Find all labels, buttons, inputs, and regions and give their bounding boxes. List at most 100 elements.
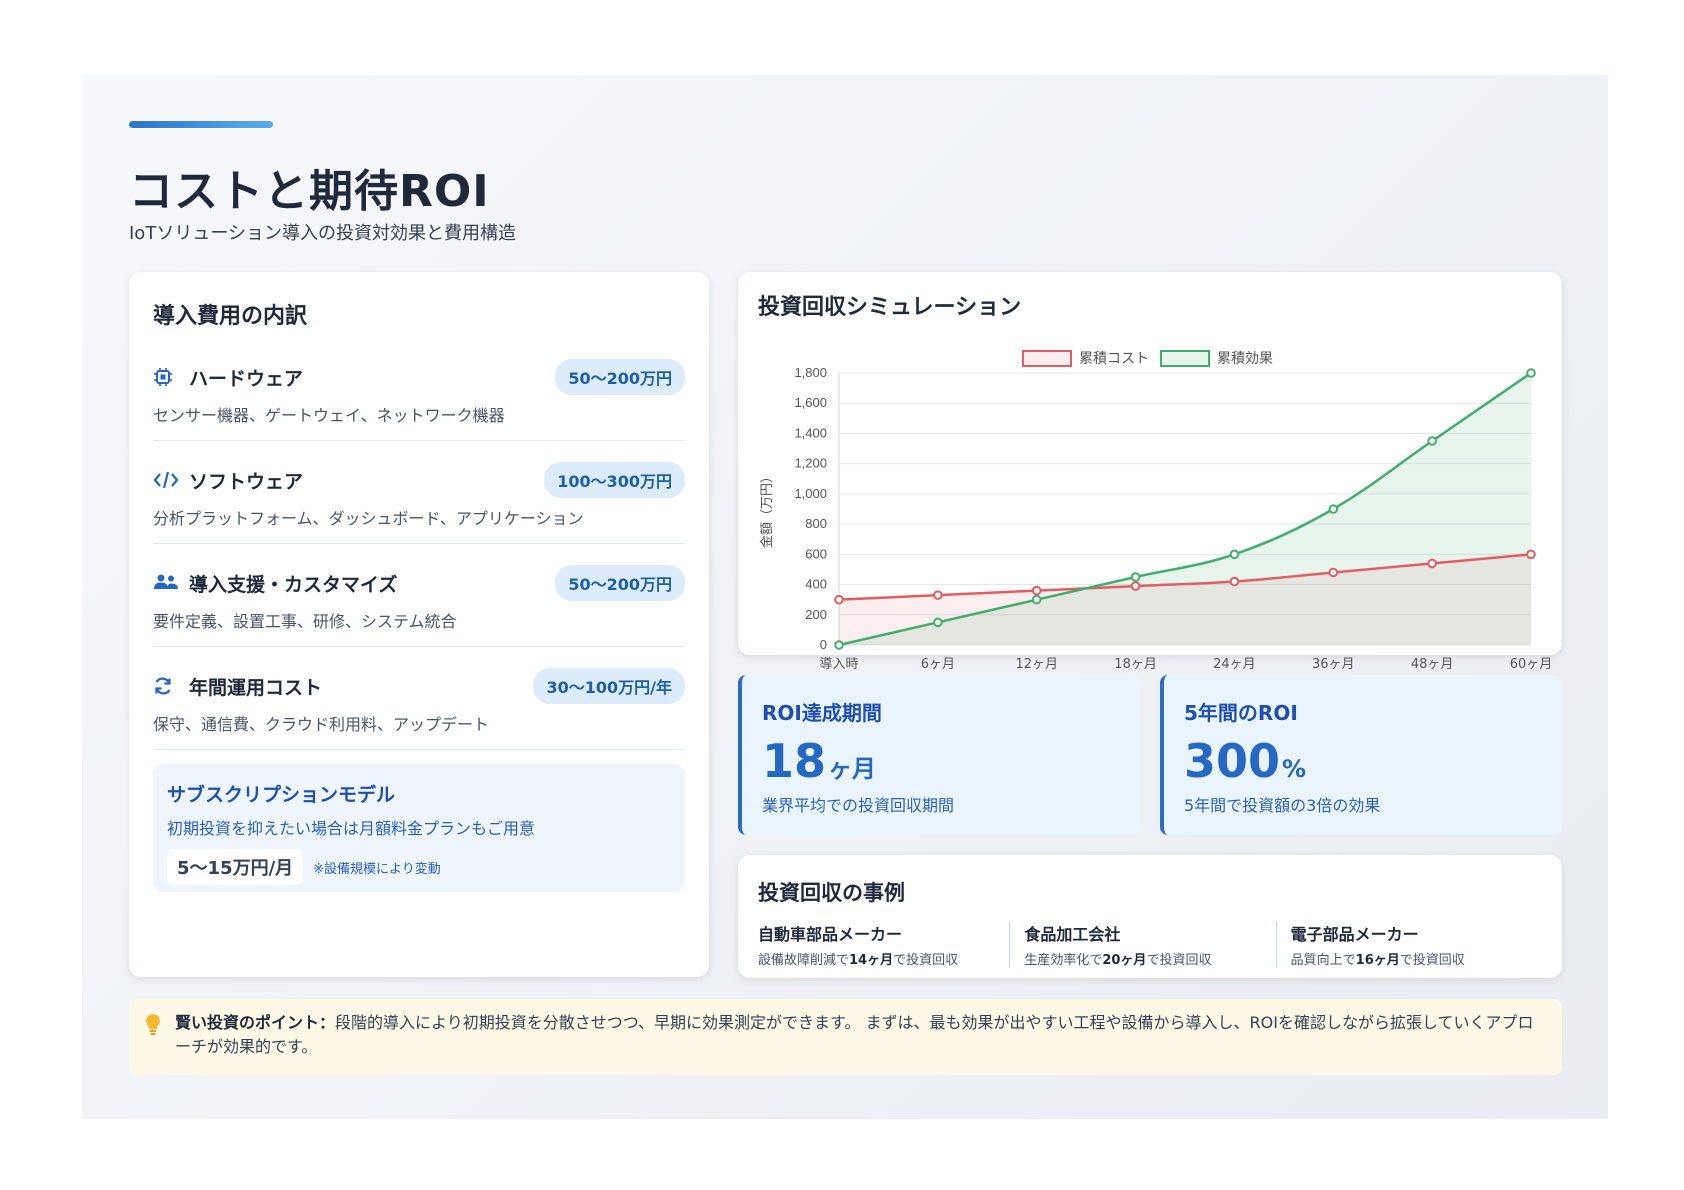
x-tick-label: 導入時 [819,657,858,672]
subscription-price: 5〜15万円/月 [167,849,304,885]
cost-item-desc: 分析プラットフォーム、ダッシュボード、アプリケーション [153,509,584,528]
cost-price-badge: 50〜200万円 [555,359,685,395]
cost-item-desc: センサー機器、ゲートウェイ、ネットワーク機器 [153,406,505,425]
series-line [838,371,1532,647]
data-point [834,640,844,650]
case-name: 食品加工会社 [1024,925,1121,944]
y-tick-label: 600 [805,546,827,561]
cost-price-badge: 100〜300万円 [544,462,685,498]
data-point [933,590,943,600]
data-point [1427,436,1437,446]
case-name: 自動車部品メーカー [758,925,903,944]
case-desc-post: で投資回収 [1399,953,1465,968]
cost-item-desc: 要件定義、設置工事、研修、システム統合 [153,612,457,631]
y-tick-label: 800 [805,516,827,531]
subscription-title: サブスクリプションモデル [167,784,396,806]
data-point [1031,585,1042,596]
kpi-desc: 業界平均での投資回収期間 [762,796,955,815]
x-tick-label: 48ヶ月 [1411,657,1454,672]
subscription-box: サブスクリプションモデル 初期投資を抑えたい場合は月額料金プランもご用意 5〜1… [153,764,685,892]
slide: コストと期待ROI IoTソリューション導入の投資対効果と費用構造 導入費用の内… [82,75,1608,1119]
y-axis-title: 金額（万円） [759,470,775,548]
cost-breakdown-title: 導入費用の内訳 [153,304,308,329]
investment-tip-box: 賢い投資のポイント：段階的導入により初期投資を分散させつつ、早期に効果測定ができ… [129,999,1562,1075]
users-icon [153,572,183,594]
chart-title: 投資回収シミュレーション [758,294,1021,320]
subscription-text: 初期投資を抑えたい場合は月額料金プランもご用意 [167,819,536,838]
case-item: 食品加工会社 生産効率化で20ヶ月で投資回収 [1009,921,1275,968]
series-area [839,373,1531,645]
data-point [1130,581,1141,591]
x-tick-label: 60ヶ月 [1510,657,1553,672]
kpi-value: 18 [762,734,827,788]
tip-label: 賢い投資のポイント： [175,1013,336,1032]
lightbulb-icon [143,1012,163,1036]
y-tick-label: 0 [820,637,827,652]
cost-item-name: ハードウェア [189,367,304,390]
cost-item-operation: 年間運用コスト 30〜100万円/年 保守、通信費、クラウド利用料、アップデート [153,661,685,750]
case-period: 14ヶ月 [849,953,894,968]
y-tick-label: 1,000 [794,486,827,501]
x-tick-label: 12ヶ月 [1015,657,1058,672]
cost-item-software: ソフトウェア 100〜300万円 分析プラットフォーム、ダッシュボード、アプリケ… [153,455,685,544]
case-period: 20ヶ月 [1102,953,1147,968]
roi-cases-card: 投資回収の事例 自動車部品メーカー 設備故障削減で14ヶ月で投資回収 食品加工会… [738,855,1562,978]
data-point [1130,572,1141,582]
series-line [838,553,1532,601]
data-point [1229,576,1240,587]
case-desc-post: で投資回収 [1146,953,1212,968]
case-desc-pre: 品質向上で [1290,953,1356,968]
cost-item-support: 導入支援・カスタマイズ 50〜200万円 要件定義、設置工事、研修、システム統合 [153,558,685,647]
subscription-note: ※設備規模により変動 [313,861,441,877]
data-point [1031,594,1042,605]
kpi-roi-5-year: 5年間のROI 300% 5年間で投資額の3倍の効果 [1160,675,1562,835]
cost-item-desc: 保守、通信費、クラウド利用料、アップデート [153,715,490,734]
page-title: コストと期待ROI [129,166,490,217]
legend-label: 累積コスト [1079,351,1149,367]
cases-title: 投資回収の事例 [758,881,905,905]
kpi-roi-period: ROI達成期間 18ヶ月 業界平均での投資回収期間 [738,675,1140,835]
kpi-unit: % [1282,755,1307,783]
data-point [1526,549,1536,560]
case-desc-pre: 生産効率化で [1024,953,1103,968]
legend-swatch [1022,350,1072,367]
cost-price-badge: 50〜200万円 [555,565,685,601]
refresh-icon [153,675,183,697]
y-tick-label: 400 [805,577,827,592]
page-subtitle: IoTソリューション導入の投資対効果と費用構造 [129,223,516,244]
roi-chart-card: 投資回収シミュレーション 0 200 400 600 800 1,000 1,200 1,400… [738,272,1562,672]
code-icon [153,469,183,491]
kpi-desc: 5年間で投資額の3倍の効果 [1184,796,1381,815]
cost-item-hardware: ハードウェア 50〜200万円 センサー機器、ゲートウェイ、ネットワーク機器 [153,352,685,441]
series-area [839,554,1531,645]
case-item: 電子部品メーカー 品質向上で16ヶ月で投資回収 [1275,921,1542,968]
y-tick-label: 200 [805,607,827,622]
chip-icon [153,366,183,388]
data-point [1427,558,1437,569]
case-desc-pre: 設備故障削減で [758,953,850,968]
case-item: 自動車部品メーカー 設備故障削減で14ヶ月で投資回収 [758,921,1009,968]
legend-swatch [1160,350,1210,367]
kpi-label: 5年間のROI [1184,701,1298,725]
cost-item-name: ソフトウェア [189,470,304,493]
cost-item-name: 年間運用コスト [189,676,323,699]
data-point [834,594,844,605]
data-point [1229,549,1240,560]
tip-text: 段階的導入により初期投資を分散させつつ、早期に効果測定ができます。 まずは、最も… [175,1013,1534,1056]
x-tick-label: 6ヶ月 [921,657,955,672]
y-tick-label: 1,200 [794,456,827,471]
data-point [1328,567,1339,578]
legend-label: 累積効果 [1217,351,1273,367]
y-tick-label: 1,600 [794,395,827,410]
case-name: 電子部品メーカー [1290,925,1419,944]
roi-line-chart: 投資回収シミュレーション 0 200 400 600 800 1,000 1,200 1,400… [758,294,1553,672]
x-tick-label: 24ヶ月 [1213,657,1256,672]
cost-item-name: 導入支援・カスタマイズ [189,573,398,596]
data-point [933,617,943,628]
title-accent-bar [129,121,273,128]
data-point [1526,368,1536,378]
x-tick-label: 36ヶ月 [1312,657,1355,672]
kpi-unit: ヶ月 [828,755,877,783]
case-desc-post: で投資回収 [893,953,959,968]
cost-breakdown-card: 導入費用の内訳 ハードウェア 50〜200万円 センサー機器、ゲートウェイ、ネッ… [129,272,709,977]
